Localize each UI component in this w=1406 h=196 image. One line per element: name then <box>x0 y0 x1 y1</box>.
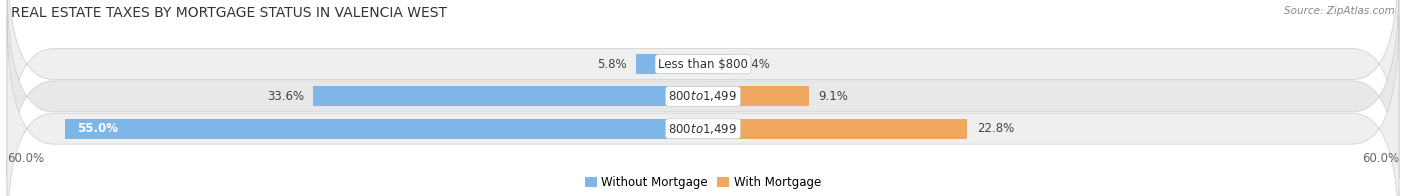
Bar <box>703 54 731 74</box>
Text: $800 to $1,499: $800 to $1,499 <box>668 89 738 103</box>
Legend: Without Mortgage, With Mortgage: Without Mortgage, With Mortgage <box>585 176 821 189</box>
Text: REAL ESTATE TAXES BY MORTGAGE STATUS IN VALENCIA WEST: REAL ESTATE TAXES BY MORTGAGE STATUS IN … <box>11 6 447 20</box>
FancyBboxPatch shape <box>7 0 1399 178</box>
Text: 2.4%: 2.4% <box>740 58 770 71</box>
Bar <box>314 86 703 106</box>
Text: 60.0%: 60.0% <box>1362 152 1399 165</box>
Text: $800 to $1,499: $800 to $1,499 <box>668 122 738 136</box>
Bar <box>65 119 703 139</box>
FancyBboxPatch shape <box>7 0 1399 196</box>
Text: 60.0%: 60.0% <box>7 152 44 165</box>
Text: 33.6%: 33.6% <box>267 90 304 103</box>
Text: 5.8%: 5.8% <box>596 58 627 71</box>
Bar <box>636 54 703 74</box>
Text: Less than $800: Less than $800 <box>658 58 748 71</box>
Text: 9.1%: 9.1% <box>818 90 848 103</box>
Text: 22.8%: 22.8% <box>977 122 1014 135</box>
Bar <box>703 86 808 106</box>
Text: Source: ZipAtlas.com: Source: ZipAtlas.com <box>1284 6 1395 16</box>
Text: 55.0%: 55.0% <box>76 122 118 135</box>
Bar <box>703 119 967 139</box>
FancyBboxPatch shape <box>7 15 1399 196</box>
